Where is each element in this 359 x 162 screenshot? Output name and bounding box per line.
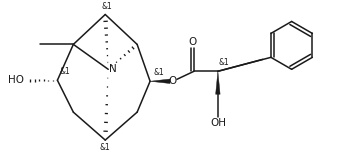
Text: O: O xyxy=(168,76,176,86)
Text: &1: &1 xyxy=(100,143,111,152)
Text: OH: OH xyxy=(211,118,227,128)
Text: &1: &1 xyxy=(59,67,70,76)
Polygon shape xyxy=(216,71,220,94)
Text: &1: &1 xyxy=(153,68,164,77)
Text: &1: &1 xyxy=(102,2,113,12)
Polygon shape xyxy=(150,79,170,83)
Text: N: N xyxy=(109,64,117,74)
Text: HO: HO xyxy=(8,75,23,85)
Text: O: O xyxy=(189,37,197,47)
Text: &1: &1 xyxy=(219,58,230,67)
